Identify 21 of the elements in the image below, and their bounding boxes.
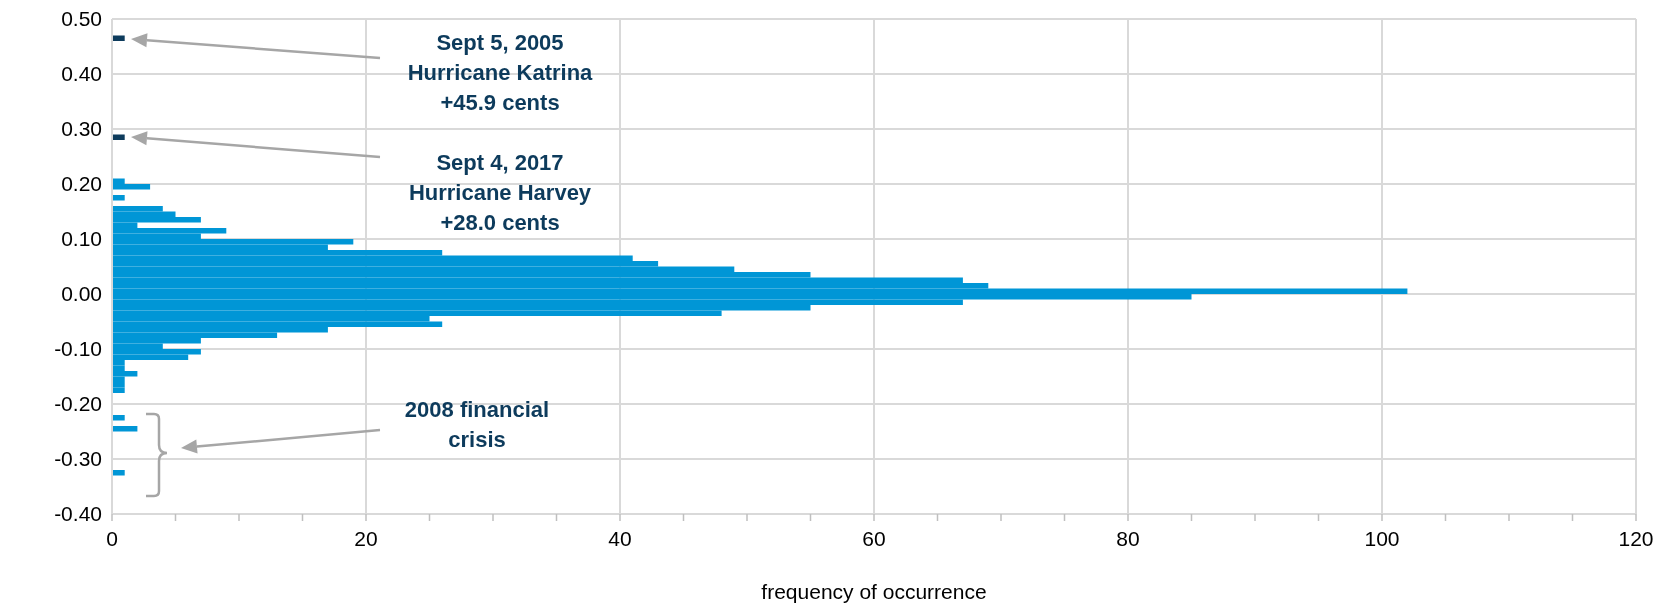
annotation: 2008 financial crisis	[404, 397, 550, 452]
x-tick-label: 80	[1116, 527, 1140, 550]
x-tick-label: 60	[862, 527, 886, 550]
y-tick-label: -0.30	[54, 447, 102, 471]
y-tick-label: 0.10	[61, 227, 102, 251]
x-tick-label: 120	[1618, 527, 1654, 550]
annotation: Sept 4, 2017 Hurricane Harvey +28.0 cents	[408, 150, 592, 235]
y-tick-label: -0.20	[54, 392, 102, 416]
x-tick-label: 0	[106, 527, 118, 550]
x-tick-label: 20	[354, 527, 378, 550]
y-tick-label: 0.30	[61, 117, 102, 141]
y-tick-label: 0.50	[61, 7, 102, 31]
y-tick-label: 0.00	[61, 282, 102, 306]
x-tick-label: 40	[608, 527, 632, 550]
y-tick-label: -0.40	[54, 502, 102, 526]
x-tick-label: 100	[1364, 527, 1400, 550]
y-tick-label: -0.10	[54, 337, 102, 361]
x-axis-title: frequency of occurrence	[761, 580, 987, 603]
annotation: Sept 5, 2005 Hurricane Katrina +45.9 cents	[407, 30, 594, 115]
y-tick-label: 0.40	[61, 62, 102, 86]
y-tick-label: 0.20	[61, 172, 102, 196]
